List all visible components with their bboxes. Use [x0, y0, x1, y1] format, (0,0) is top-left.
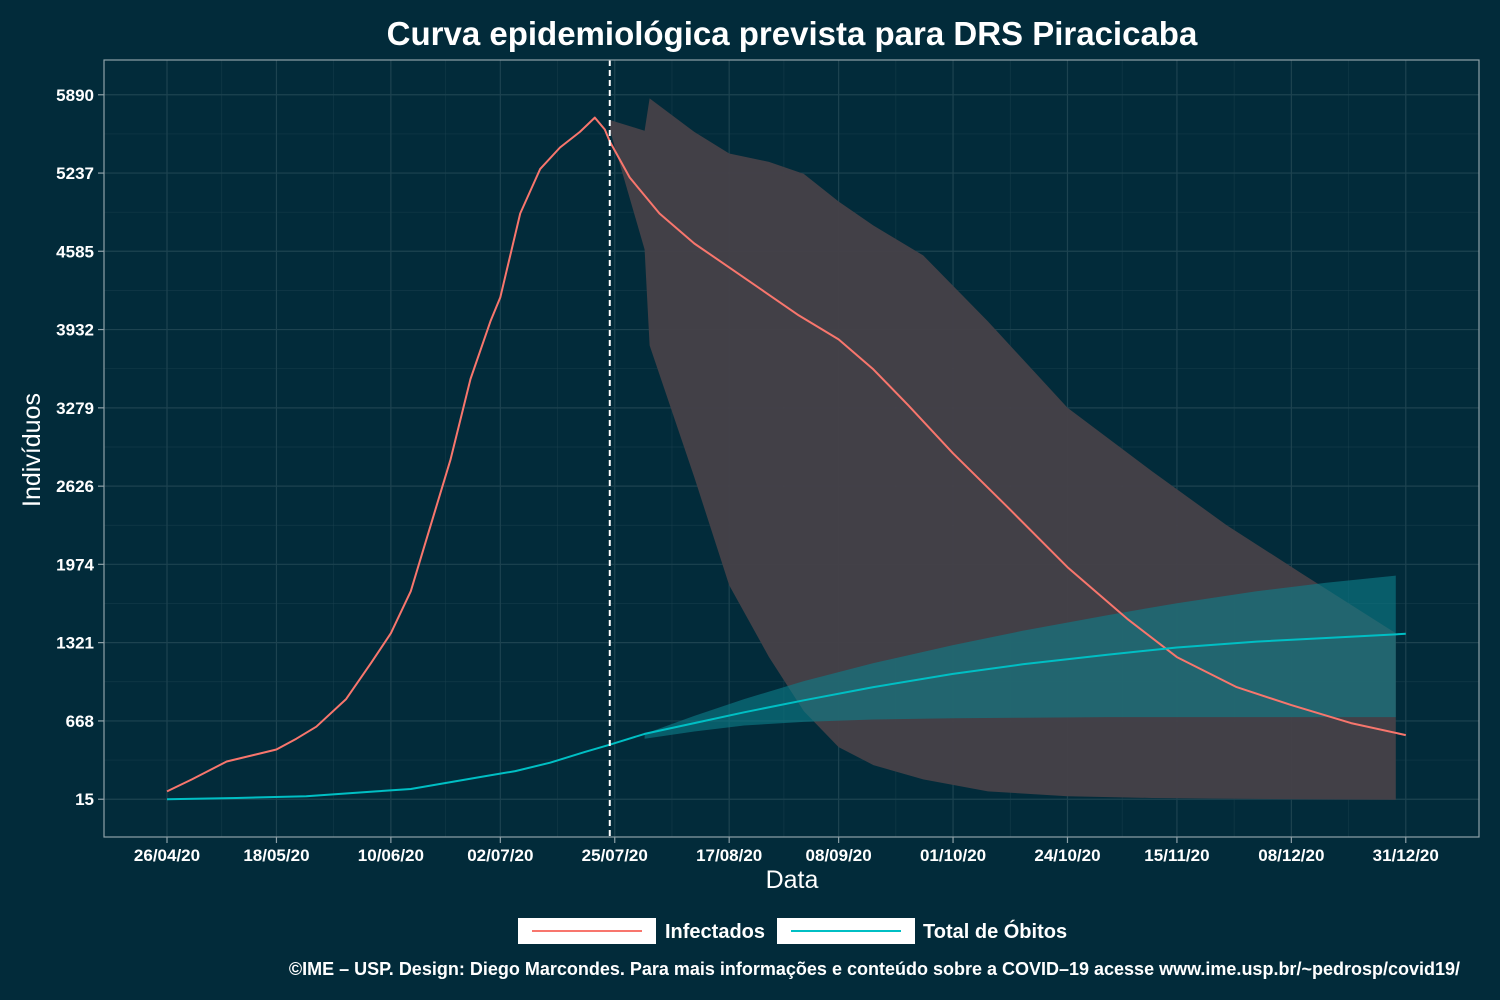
x-tick-label: 01/10/20: [920, 846, 986, 865]
legend-label-obitos: Total de Óbitos: [923, 919, 1067, 943]
y-tick-label: 5237: [56, 164, 94, 183]
y-tick-label: 3279: [56, 399, 94, 418]
y-tick-label: 5890: [56, 86, 94, 105]
band-obitos: [644, 575, 1396, 739]
series-lines: [166, 116, 1407, 801]
y-tick-label: 668: [66, 712, 94, 731]
y-tick-label: 15: [75, 790, 94, 809]
x-tick-label: 08/09/20: [806, 846, 872, 865]
chart-title: Curva epidemiológica prevista para DRS P…: [387, 15, 1198, 52]
x-tick-label: 02/07/20: [467, 846, 533, 865]
plot-frame: [103, 59, 1480, 838]
x-tick-label: 15/11/20: [1144, 846, 1209, 865]
y-tick-label: 1321: [56, 634, 94, 653]
y-tick-label: 3932: [56, 321, 94, 340]
legend: Infectados Total de Óbitos: [518, 918, 1067, 944]
x-tick-label: 31/12/20: [1373, 846, 1439, 865]
y-tick-label: 1974: [56, 555, 94, 574]
y-tick-label: 2626: [56, 477, 94, 496]
x-tick-label: 08/12/20: [1258, 846, 1324, 865]
y-axis: 15 668 1321 1974 2626 3279 3932 4585 5237 5890: [56, 86, 104, 809]
x-tick-label: 24/10/20: [1034, 846, 1100, 865]
x-axis: 26/04/20 18/05/20 10/06/20 02/07/20 25/07/20…: [134, 837, 1439, 865]
x-tick-label: 10/06/20: [358, 846, 424, 865]
x-axis-title: Data: [766, 866, 819, 894]
y-axis-title: Indivíduos: [18, 393, 46, 507]
line-infectados: [166, 116, 1407, 793]
line-obitos: [166, 632, 1406, 801]
x-tick-label: 18/05/20: [243, 846, 309, 865]
x-tick-label: 26/04/20: [134, 846, 200, 865]
y-tick-label: 4585: [56, 242, 94, 261]
legend-label-infectados: Infectados: [665, 921, 765, 943]
x-tick-label: 25/07/20: [582, 846, 648, 865]
caption: ©IME – USP. Design: Diego Marcondes. Par…: [289, 959, 1460, 979]
x-tick-label: 17/08/20: [696, 846, 762, 865]
confidence-bands: [609, 98, 1396, 800]
